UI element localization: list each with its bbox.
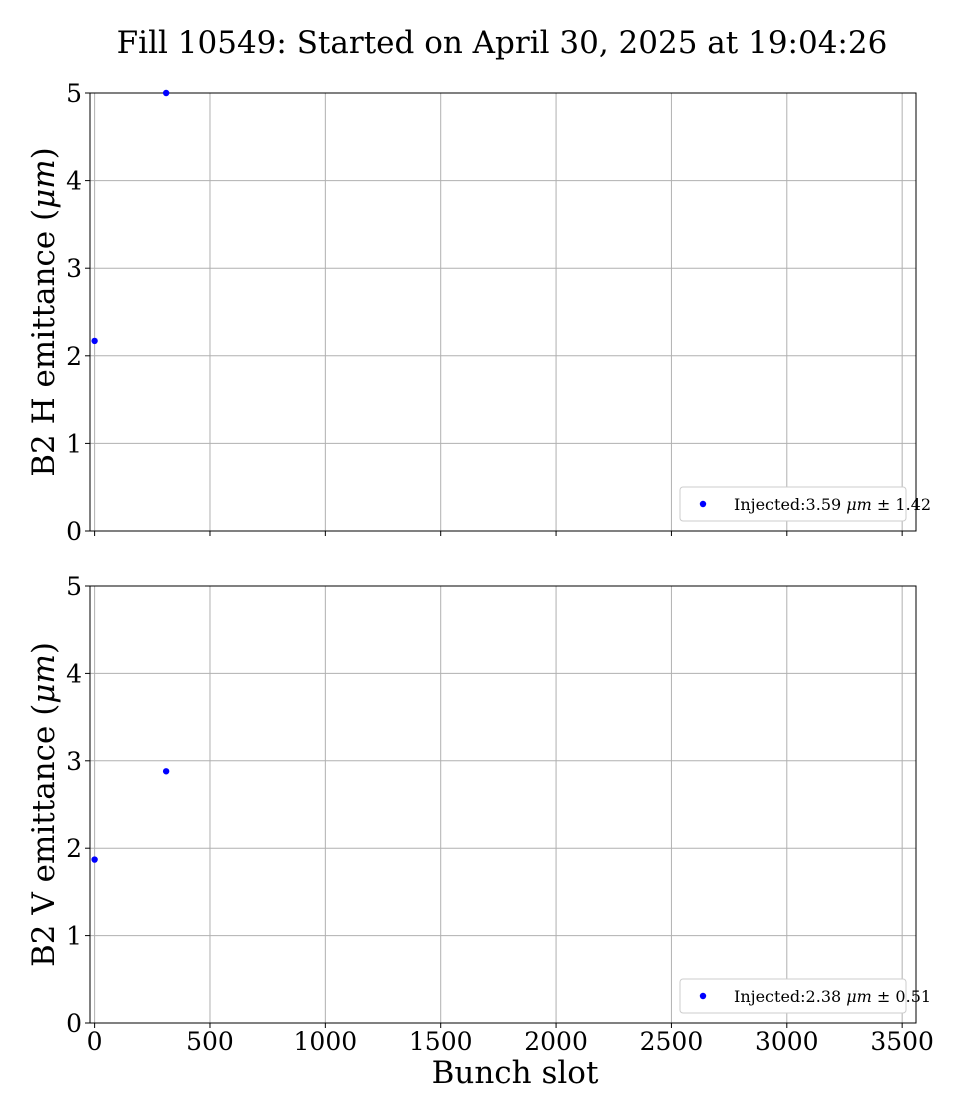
x-axis-label: Bunch slot bbox=[432, 1055, 599, 1091]
y-tick-label: 1 bbox=[66, 429, 82, 458]
axes-frame bbox=[89, 92, 917, 532]
y-tick-label: 2 bbox=[66, 834, 82, 863]
x-tick-label: 500 bbox=[186, 1027, 234, 1056]
y-tick-label: 4 bbox=[66, 659, 82, 688]
x-tick-label: 2500 bbox=[640, 1027, 704, 1056]
x-tick-label: 3500 bbox=[870, 1027, 934, 1056]
axes-frame bbox=[89, 585, 917, 1024]
y-tick-label: 1 bbox=[66, 922, 82, 951]
x-tick-label: 2000 bbox=[524, 1027, 588, 1056]
y-axis-label: B2 H emittance (μm) bbox=[26, 147, 62, 477]
y-tick-label: 3 bbox=[66, 254, 82, 283]
legend-marker bbox=[699, 500, 707, 508]
legend-marker bbox=[699, 992, 707, 1000]
y-tick-label: 3 bbox=[66, 747, 82, 776]
legend-box bbox=[679, 486, 907, 522]
y-axis-label: B2 V emittance (μm) bbox=[26, 642, 62, 967]
y-tick-label: 5 bbox=[66, 79, 82, 108]
bottom-panel-b2-v-emittance: 0 500 1000 1500 2000 2500 3000 3500 0 1 2 3 4 5 B2 V e… bbox=[26, 572, 934, 1091]
y-tick-label: 0 bbox=[66, 517, 82, 546]
top-panel-b2-h-emittance: 0 1 2 3 4 5 B2 H emittance (μm) Injected:3.59 μ… bbox=[26, 79, 931, 546]
y-tick-label: 5 bbox=[66, 572, 82, 601]
x-tick-label: 1500 bbox=[409, 1027, 473, 1056]
x-tick-label: 1000 bbox=[294, 1027, 358, 1056]
y-tick-label: 2 bbox=[66, 342, 82, 371]
y-tick-label: 0 bbox=[66, 1009, 82, 1038]
x-tick-label: 0 bbox=[87, 1027, 103, 1056]
data-point bbox=[162, 89, 170, 97]
legend-label: Injected:3.59 μm ± 1.42 bbox=[734, 495, 931, 514]
x-tick-label: 3000 bbox=[755, 1027, 819, 1056]
figure-title: Fill 10549: Started on April 30, 2025 at… bbox=[117, 25, 888, 61]
legend-box bbox=[679, 978, 907, 1014]
data-point bbox=[162, 768, 170, 775]
legend-label: Injected:2.38 μm ± 0.51 bbox=[734, 987, 931, 1006]
y-tick-label: 4 bbox=[66, 167, 82, 196]
data-point bbox=[91, 856, 98, 863]
data-point bbox=[91, 337, 98, 345]
